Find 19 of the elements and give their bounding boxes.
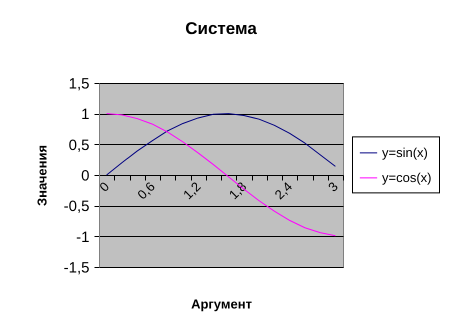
y-tick-label: 0 [81,168,90,184]
x-tick-label: 0 [96,178,112,195]
chart-title: Система [185,19,258,38]
x-tick-label: 1,2 [180,178,204,202]
legend-label: y=cos(x) [382,170,432,185]
line-series [106,113,336,176]
y-tick-label: 0,5 [68,136,90,154]
x-tick-label: 1,8 [226,178,250,202]
y-tick-label: 1,5 [68,76,90,92]
y-tick-label: -1 [76,228,90,246]
y-tick-label: 1 [81,106,90,124]
x-axis-title: Аргумент [191,296,252,312]
y-axis-title: Значения [34,144,50,206]
y-tick-label: -1,5 [64,260,90,276]
y-tick-label: -0,5 [64,198,90,216]
x-tick-label: 2,4 [272,178,296,202]
x-tick-label: 3 [325,178,341,195]
x-tick-label: 0,6 [134,178,158,202]
legend-label: y=sin(x) [382,144,428,160]
